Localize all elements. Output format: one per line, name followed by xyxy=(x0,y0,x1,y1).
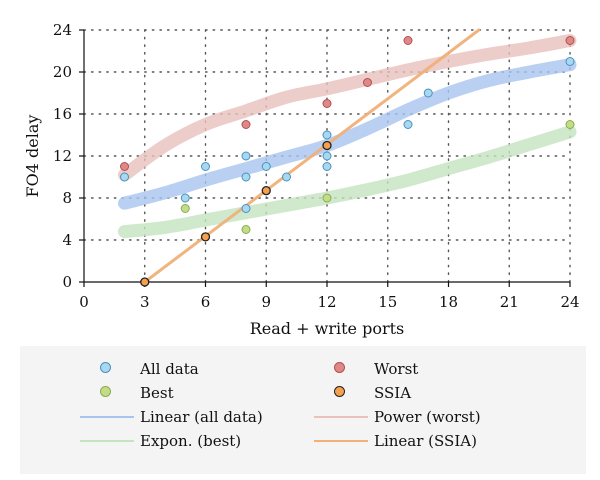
tick-labels: 0 3 6 9 12 15 18 21 24 0 4 8 12 16 20 24 xyxy=(53,21,580,311)
legend-label: Power (worst) xyxy=(374,408,481,426)
legend-label: Linear (all data) xyxy=(140,408,263,426)
point-all-data xyxy=(120,172,129,182)
legend-line xyxy=(314,406,374,428)
trend-line-power-worst xyxy=(118,34,577,182)
point-worst xyxy=(322,99,332,108)
x-tick-label: 6 xyxy=(201,293,211,311)
y-tick-label: 8 xyxy=(62,189,72,207)
point-worst xyxy=(363,78,372,87)
legend-marker xyxy=(314,358,374,380)
point-all-data xyxy=(565,57,575,66)
point-worst xyxy=(565,36,575,45)
point-worst xyxy=(120,162,129,171)
point-best xyxy=(180,204,190,213)
x-tick-label: 24 xyxy=(560,293,579,311)
legend-line xyxy=(80,430,140,452)
trend-lines xyxy=(118,28,577,284)
point-ssia xyxy=(140,277,150,287)
point-all-data xyxy=(423,88,433,98)
legend-line xyxy=(80,406,140,428)
legend-item: Linear (all data) xyxy=(80,406,263,428)
y-tick-label: 24 xyxy=(53,21,72,39)
point-all-data xyxy=(322,151,332,161)
point-all-data xyxy=(322,162,332,171)
point-all-data xyxy=(403,120,413,129)
y-tick-label: 12 xyxy=(53,147,72,165)
point-all-data xyxy=(282,172,291,182)
legend-item: Best xyxy=(80,382,174,404)
x-tick-label: 3 xyxy=(140,293,150,311)
trend-line-linear-all-data xyxy=(118,58,577,210)
legend-marker xyxy=(80,358,140,380)
y-tick-label: 16 xyxy=(53,105,72,123)
x-tick-label: 9 xyxy=(261,293,271,311)
legend-item: All data xyxy=(80,358,199,380)
point-worst xyxy=(403,36,413,45)
legend-label: Expon. (best) xyxy=(140,432,242,450)
x-axis-label: Read + write ports xyxy=(250,319,404,338)
y-tick-label: 0 xyxy=(62,273,72,291)
point-all-data xyxy=(261,162,271,171)
legend-marker xyxy=(80,382,140,404)
point-all-data xyxy=(201,162,210,171)
point-all-data xyxy=(241,172,251,182)
data-points xyxy=(120,36,575,287)
trend-line-linear-ssia xyxy=(143,28,481,284)
legend-label: All data xyxy=(140,360,199,378)
y-tick-label: 4 xyxy=(62,231,72,249)
point-best xyxy=(322,193,332,203)
x-tick-label: 15 xyxy=(378,293,397,311)
axes xyxy=(79,29,571,287)
legend-item: Worst xyxy=(314,358,418,380)
trend-line-expon-best xyxy=(118,125,577,239)
x-tick-label: 0 xyxy=(79,293,89,311)
legend-marker xyxy=(314,382,374,404)
chart: 0 3 6 9 12 15 18 21 24 0 4 8 12 16 20 24 Read + write p… xyxy=(23,21,580,338)
x-tick-label: 18 xyxy=(439,293,458,311)
y-tick-label: 20 xyxy=(53,63,72,81)
legend-label: SSIA xyxy=(374,384,412,402)
legend-label: Best xyxy=(140,384,174,402)
point-best xyxy=(565,120,575,129)
point-all-data xyxy=(180,193,190,203)
y-axis-label: FO4 delay xyxy=(23,115,42,198)
legend-label: Worst xyxy=(374,360,419,378)
point-all-data xyxy=(241,204,251,213)
point-ssia xyxy=(200,232,211,242)
legend-item: Power (worst) xyxy=(314,406,481,428)
point-all-data xyxy=(322,130,332,140)
point-all-data xyxy=(241,151,251,161)
legend-item: Expon. (best) xyxy=(80,430,241,452)
x-tick-label: 12 xyxy=(317,293,336,311)
legend: All data Worst Best SSIA Linear (all data) Po… xyxy=(20,346,586,474)
point-worst xyxy=(241,120,251,129)
legend-item: Linear (SSIA) xyxy=(314,430,477,452)
point-best xyxy=(241,225,251,234)
legend-line xyxy=(314,430,374,452)
x-tick-label: 21 xyxy=(500,293,519,311)
legend-label: Linear (SSIA) xyxy=(374,432,477,450)
point-ssia xyxy=(322,140,332,151)
point-ssia xyxy=(261,185,271,196)
legend-item: SSIA xyxy=(314,382,411,404)
